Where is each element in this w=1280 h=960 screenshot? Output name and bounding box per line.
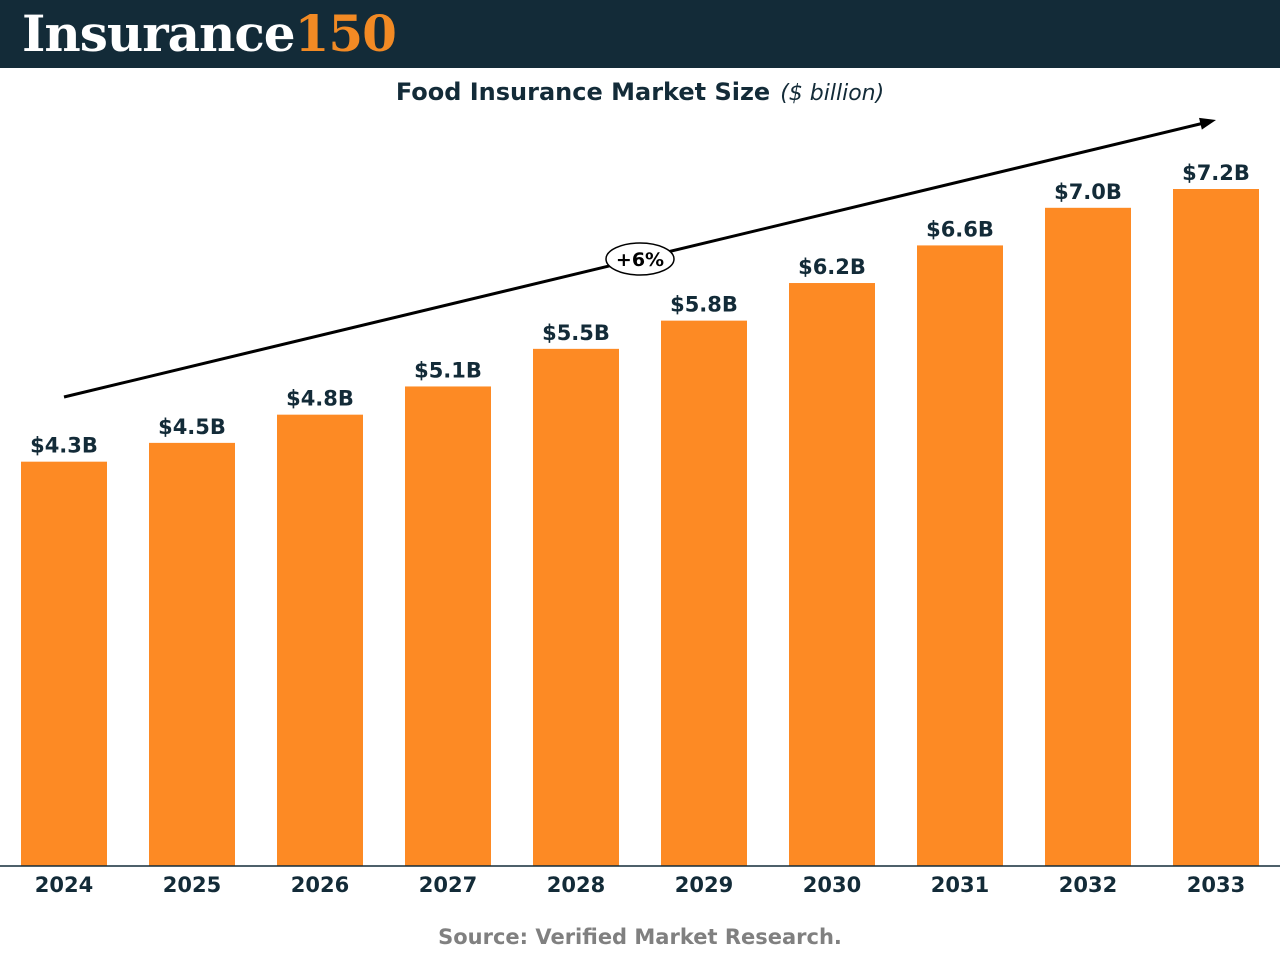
data-label-2028: $5.5B [542, 321, 610, 345]
data-label-2029: $5.8B [670, 293, 738, 317]
data-label-2031: $6.6B [926, 217, 994, 241]
x-tick-labels-group: 2024 2025 2026 2027 2028 2029 2030 2031 2032 2033 [35, 873, 1245, 897]
x-tick-2027: 2027 [419, 873, 477, 897]
data-label-2026: $4.8B [286, 387, 354, 411]
x-tick-2031: 2031 [931, 873, 989, 897]
data-label-2032: $7.0B [1054, 180, 1122, 204]
data-label-2027: $5.1B [414, 358, 482, 382]
x-tick-2026: 2026 [291, 873, 349, 897]
bar-2029 [661, 320, 747, 866]
bar-2032 [1045, 207, 1131, 867]
trend-arrow-group: +6% [63, 117, 1216, 399]
logo-number: 150 [294, 4, 397, 63]
x-tick-2032: 2032 [1059, 873, 1117, 897]
bar-2025 [149, 442, 235, 866]
data-label-2025: $4.5B [158, 415, 226, 439]
bar-2027 [405, 386, 491, 866]
chart-title-unit: ($ billion) [780, 81, 885, 106]
bar-2033 [1173, 189, 1259, 866]
source-note: Source: Verified Market Research. [438, 925, 842, 949]
x-tick-2033: 2033 [1187, 873, 1245, 897]
data-label-2024: $4.3B [30, 434, 98, 458]
bars-group [21, 189, 1259, 867]
data-label-2030: $6.2B [798, 255, 866, 279]
bar-2030 [789, 283, 875, 866]
chart-title: Food Insurance Market Size ($ billion) [0, 76, 1280, 110]
x-tick-2030: 2030 [803, 873, 861, 897]
trend-arrowhead [1199, 117, 1216, 130]
data-labels-group: $4.3B $4.5B $4.8B $5.1B $5.5B $5.8B $6.2B $6.6B… [30, 161, 1250, 458]
x-tick-2029: 2029 [675, 873, 733, 897]
bar-2031 [917, 245, 1003, 866]
x-tick-2028: 2028 [547, 873, 605, 897]
logo-word: Insurance [22, 4, 296, 63]
bar-2028 [533, 348, 619, 866]
x-tick-2024: 2024 [35, 873, 93, 897]
chart-title-text: Food Insurance Market Size [395, 78, 771, 106]
trend-badge-label: +6% [616, 249, 664, 271]
x-tick-2025: 2025 [163, 873, 221, 897]
bar-2026 [277, 414, 363, 866]
data-label-2033: $7.2B [1182, 161, 1250, 185]
brand-logo[interactable]: Insurance150 [22, 2, 397, 66]
bar-2024 [21, 461, 107, 866]
header-bar: Insurance150 [0, 0, 1280, 68]
trend-badge [605, 242, 675, 276]
